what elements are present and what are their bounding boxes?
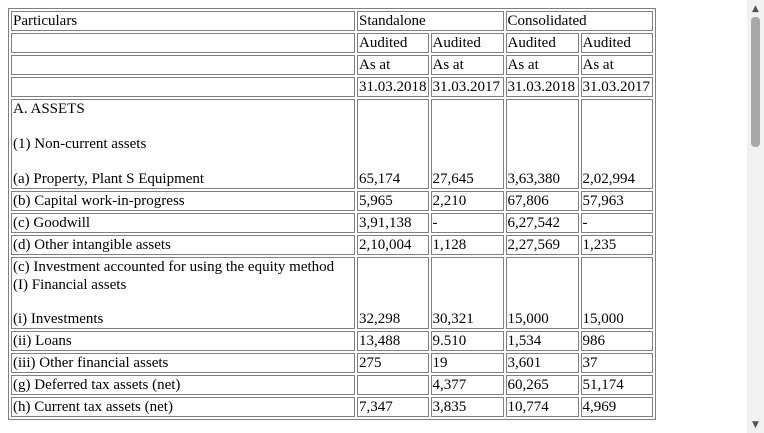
value-cell: - [580,213,653,233]
value-cell: 67,806 [505,191,579,211]
row-label: (c) Goodwill [11,213,355,233]
audited-header: Audited [357,33,429,53]
balance-sheet-table: Particulars Standalone Consolidated Audi… [8,8,656,420]
value-cell: 65,174 [357,99,429,189]
value-cell: - [430,213,504,233]
row-label: (c) Investment accounted for using the e… [13,259,335,275]
header-row-audited: Audited Audited Audited Audited [11,33,653,53]
as-at-header: As at [580,55,653,75]
spacer [13,294,353,310]
row-label: (b) Capital work-in-progress [11,191,355,211]
date-header: 31.03.2017 [580,77,653,97]
audited-header: Audited [505,33,579,53]
as-at-header: As at [430,55,504,75]
table-row: A. ASSETS (1) Non-current assets (a) Pro… [11,99,653,189]
value-cell: 2,210 [430,191,504,211]
date-header: 31.03.2017 [430,77,504,97]
standalone-header: Standalone [357,11,504,31]
audited-header: Audited [430,33,504,53]
scrollbar-thumb[interactable] [751,17,760,147]
scroll-down-arrow-icon[interactable]: ▼ [752,419,759,430]
header-row-dates: 31.03.2018 31.03.2017 31.03.2018 31.03.2… [11,77,653,97]
value-cell: 15,000 [505,257,579,329]
row-label: (iii) Other financial assets [11,353,355,373]
value-cell: 19 [430,353,504,373]
as-at-header: As at [505,55,579,75]
vertical-scrollbar[interactable]: ▲ ▼ [747,0,764,433]
table-row: (c) Goodwill 3,91,138 - 6,27,542 - [11,213,653,233]
non-current-heading: (1) Non-current assets [13,136,147,152]
table-row: (ii) Loans 13,488 9.510 1,534 986 [11,331,653,351]
row-label: (g) Deferred tax assets (net) [11,375,355,395]
row-label: (h) Current tax assets (net) [11,397,355,417]
assets-heading: A. ASSETS [13,101,85,117]
value-cell: 57,963 [580,191,653,211]
value-cell: 10,774 [505,397,579,417]
table-row: (iii) Other financial assets 275 19 3,60… [11,353,653,373]
spacer [13,153,353,170]
value-cell: 3,835 [430,397,504,417]
value-cell: 13,488 [357,331,429,351]
value-cell: 1,534 [505,331,579,351]
value-cell: 32,298 [357,257,429,329]
value-cell: 275 [357,353,429,373]
value-cell: 1,235 [580,235,653,255]
value-cell: 1,128 [430,235,504,255]
value-cell: 3,63,380 [505,99,579,189]
value-cell: 5,965 [357,191,429,211]
row-label: (i) Investments [13,311,104,327]
empty-header-cell [11,55,355,75]
table-row: (g) Deferred tax assets (net) 4,377 60,2… [11,375,653,395]
value-cell: 2,27,569 [505,235,579,255]
audited-header: Audited [580,33,653,53]
empty-header-cell [11,77,355,97]
header-row-groups: Particulars Standalone Consolidated [11,11,653,31]
consolidated-header: Consolidated [505,11,653,31]
value-cell: 51,174 [580,375,653,395]
value-cell: 7,347 [357,397,429,417]
row-label: (ii) Loans [11,331,355,351]
table-row: (b) Capital work-in-progress 5,965 2,210… [11,191,653,211]
value-cell: 30,321 [430,257,504,329]
value-cell: 4,969 [580,397,653,417]
header-row-as-at: As at As at As at As at [11,55,653,75]
value-cell: 4,377 [430,375,504,395]
value-cell: 9.510 [430,331,504,351]
value-cell: 60,265 [505,375,579,395]
table-row: (h) Current tax assets (net) 7,347 3,835… [11,397,653,417]
spacer [13,118,353,135]
financial-table-container: Particulars Standalone Consolidated Audi… [8,8,656,420]
table-row: (d) Other intangible assets 2,10,004 1,1… [11,235,653,255]
value-cell: 986 [580,331,653,351]
value-cell: 6,27,542 [505,213,579,233]
value-cell: 2,02,994 [580,99,653,189]
financial-assets-heading: (I) Financial assets [13,277,127,293]
as-at-header: As at [357,55,429,75]
date-header: 31.03.2018 [505,77,579,97]
value-cell: 3,601 [505,353,579,373]
table-row: (c) Investment accounted for using the e… [11,257,653,329]
value-cell: 27,645 [430,99,504,189]
scroll-up-arrow-icon[interactable]: ▲ [752,3,759,14]
value-cell: 37 [580,353,653,373]
row-label: (a) Property, Plant S Equipment [13,171,205,187]
empty-header-cell [11,33,355,53]
value-cell: 3,91,138 [357,213,429,233]
row-label: (d) Other intangible assets [11,235,355,255]
value-cell: 2,10,004 [357,235,429,255]
value-cell: 15,000 [580,257,653,329]
date-header: 31.03.2018 [357,77,429,97]
section-label-cell: A. ASSETS (1) Non-current assets (a) Pro… [11,99,355,189]
section-label-cell: (c) Investment accounted for using the e… [11,257,355,329]
particulars-header: Particulars [11,11,355,31]
value-cell [357,375,429,395]
